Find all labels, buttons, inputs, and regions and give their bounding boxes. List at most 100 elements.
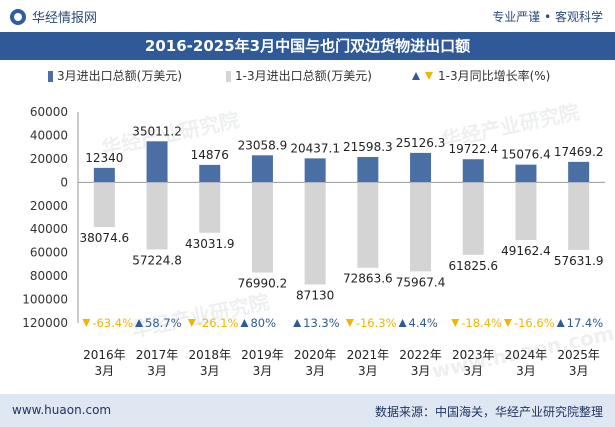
y-tick-label: 40000 [30,222,68,236]
x-tick-label-year: 2016年 [83,348,126,362]
growth-up-triangle [556,319,565,327]
chart-svg: 3月进出口总额(万美元) 1-3月进出口总额(万美元) 1-3月同比增长率(%) 60… [22,68,605,378]
ytd-bar [146,182,168,250]
ytd-bar-label: 57631.9 [554,254,604,268]
ytd-bar [93,182,115,227]
march-bar [515,164,537,183]
march-bar-label: 14876 [191,148,229,162]
ytd-bar [357,182,379,268]
x-tick-label-year: 2017年 [136,348,179,362]
march-bar [410,152,432,183]
y-tick-label: 60000 [30,105,68,119]
ytd-bar [462,182,484,255]
growth-label: 17.4% [567,316,604,330]
legend-label-march: 3月进出口总额(万美元) [57,69,182,83]
growth-label: -16.6% [514,316,555,330]
legend-up-triangle-icon [412,72,420,80]
march-bar [304,158,326,183]
ytd-bar [304,182,326,285]
y-tick-label: 0 [60,175,68,189]
ytd-bar [515,182,537,240]
x-tick-label-year: 2023年 [452,348,495,362]
x-tick-label-year: 2020年 [294,348,337,362]
x-tick-label-year: 2022年 [399,348,442,362]
growth-label: 13.3% [303,316,340,330]
growth-down-triangle [345,319,354,327]
march-bar-label: 35011.2 [132,124,182,138]
top-bar: 华经情报网 专业严谨 • 客观科学 [0,0,615,32]
brand-logo-icon [10,8,26,25]
legend-swatch-march [48,71,53,82]
legend-label-ytd: 1-3月进出口总额(万美元) [235,69,372,83]
march-bar-label: 19722.4 [448,142,498,156]
x-tick-label-month: 3月 [463,364,483,378]
x-tick-label-month: 3月 [200,364,220,378]
growth-down-triangle [451,319,460,327]
footer: www.huaon.com 数据来源：中国海关，华经产业研究院整理 [0,394,615,427]
y-tick-label: 120000 [22,316,68,330]
y-tick-label: 20000 [30,199,68,213]
y-tick-label: 100000 [22,293,68,307]
x-tick-label-month: 3月 [411,364,431,378]
x-tick-label-month: 3月 [358,364,378,378]
y-tick-label: 80000 [30,269,68,283]
brand: 华经情报网 [10,7,97,26]
x-tick-label-month: 3月 [147,364,167,378]
ytd-bar-label: 57224.8 [132,253,182,267]
march-bar-label: 15076.4 [501,148,551,162]
legend-swatch-ytd [226,71,231,82]
march-bar-label: 17469.2 [554,145,604,159]
growth-label: -18.4% [461,316,502,330]
x-tick-label-year: 2025年 [557,348,600,362]
march-bar [199,164,221,183]
ytd-bar [199,182,221,233]
march-bar [462,159,484,183]
x-tick-label-month: 3月 [253,364,273,378]
ytd-bar [410,182,432,272]
march-bar [357,157,379,183]
growth-down-triangle [503,319,512,327]
ytd-bar-label: 75967.4 [396,275,446,289]
growth-up-triangle [240,319,249,327]
x-tick-label-month: 3月 [95,364,115,378]
x-tick-label-year: 2018年 [188,348,231,362]
growth-label: -63.4% [92,316,133,330]
ytd-bar [568,182,590,250]
growth-up-triangle [293,319,302,327]
ytd-bar-label: 72863.6 [343,272,393,286]
x-tick-label-year: 2021年 [347,348,390,362]
footer-website: www.huaon.com [12,403,112,417]
brand-name: 华经情报网 [32,11,98,26]
march-bar [251,155,273,183]
legend-down-triangle-icon [425,72,433,80]
x-tick-label-month: 3月 [305,364,325,378]
growth-label: 58.7% [145,316,182,330]
march-bar-label: 21598.3 [343,140,393,154]
march-bar [568,161,590,183]
ytd-bar [251,182,273,273]
growth-label: 80% [250,316,276,330]
x-tick-label-year: 2019年 [241,348,284,362]
ytd-bar-label: 49162.4 [501,244,551,258]
march-bar-label: 20437.1 [290,141,340,155]
march-bar-label: 25126.3 [396,136,446,150]
march-bar-label: 23058.9 [238,138,288,152]
x-tick-label-month: 3月 [569,364,589,378]
ytd-bar-label: 43031.9 [185,237,235,251]
y-tick-label: 60000 [30,246,68,260]
growth-up-triangle [135,319,144,327]
growth-label: -16.3% [356,316,397,330]
footer-source: 数据来源：中国海关，华经产业研究院整理 [374,405,603,419]
y-tick-label: 40000 [30,128,68,142]
march-bar [93,167,115,183]
x-tick-label-year: 2024年 [505,348,548,362]
growth-down-triangle [82,319,91,327]
growth-up-triangle [398,319,407,327]
ytd-bar-label: 87130 [296,288,334,302]
march-bar-label: 12340 [85,151,123,165]
x-tick-label-month: 3月 [516,364,536,378]
march-bar [146,141,168,183]
legend-label-growth: 1-3月同比增长率(%) [438,68,550,83]
chart-title: 2016-2025年3月中国与也门双边货物进出口额 [0,32,615,60]
